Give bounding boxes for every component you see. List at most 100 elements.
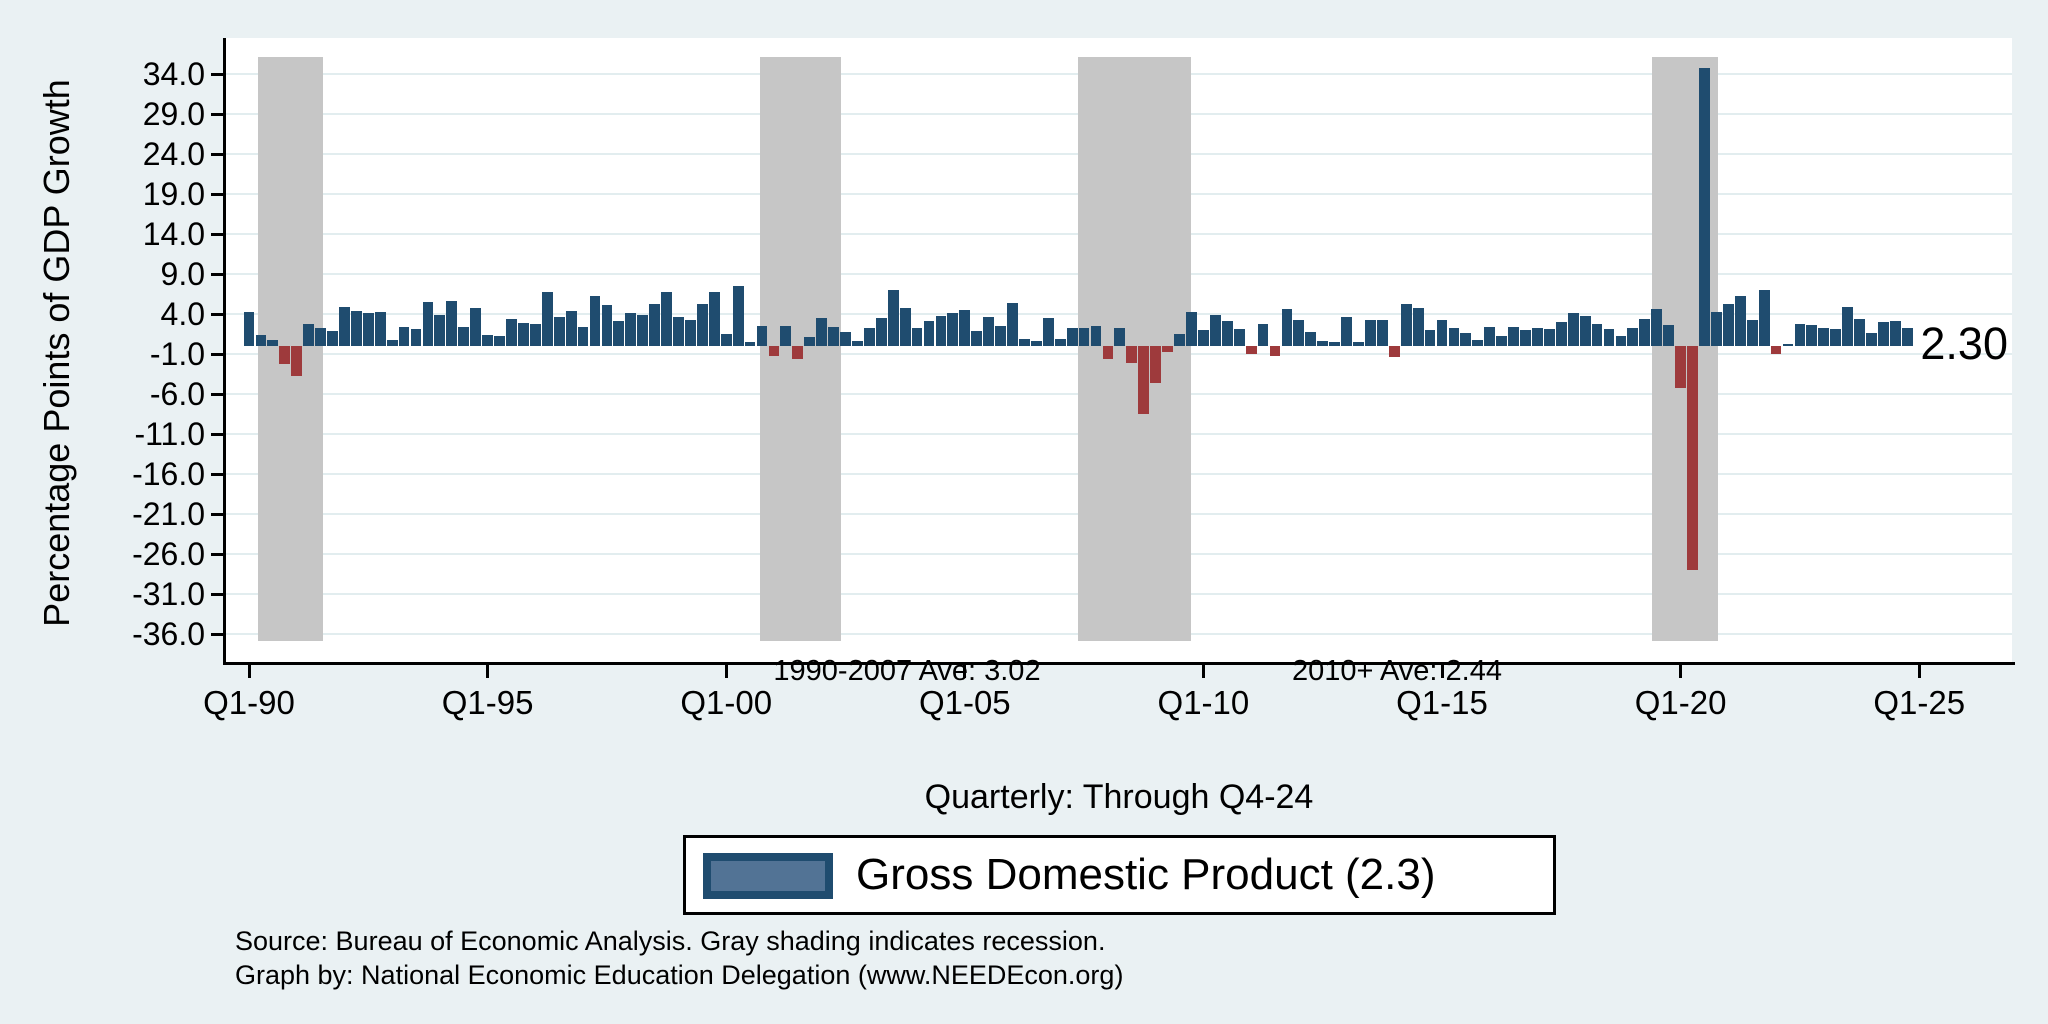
y-tick-label: -16.0 bbox=[132, 456, 205, 492]
gdp-bar bbox=[1722, 304, 1734, 346]
gdp-bar bbox=[1150, 346, 1162, 383]
annotation-1990-2007-average: 1990-2007 Ave: 3.02 bbox=[773, 655, 1041, 687]
gdp-bar bbox=[1806, 325, 1818, 346]
gdp-bar bbox=[1353, 342, 1364, 346]
gdp-bar bbox=[1245, 346, 1257, 354]
gdp-bar bbox=[1830, 329, 1842, 346]
gdp-bar bbox=[279, 346, 291, 365]
gdp-bar bbox=[1233, 329, 1245, 346]
gdp-bar bbox=[1603, 329, 1615, 346]
gdp-bar bbox=[1699, 67, 1710, 346]
gdp-bar bbox=[434, 314, 446, 346]
x-tick-label: Q1-90 bbox=[203, 684, 295, 721]
gdp-bar bbox=[1078, 328, 1090, 346]
gdp-bar bbox=[1496, 336, 1508, 346]
gdp-bar bbox=[1878, 322, 1889, 346]
gdp-bar bbox=[1317, 341, 1329, 346]
gdp-bar bbox=[1639, 318, 1651, 346]
plot-area: 1990-2007 Ave: 3.02 2010+ Ave: 2.44 2.30 bbox=[226, 38, 2012, 687]
gdp-bar bbox=[1066, 327, 1078, 346]
gdp-bar bbox=[923, 321, 935, 346]
x-tick-mark bbox=[1440, 665, 1444, 678]
gdp-bar bbox=[637, 314, 649, 346]
y-tick-label: 24.0 bbox=[142, 136, 205, 172]
gdp-bar bbox=[1520, 330, 1531, 346]
gdp-bar bbox=[1269, 346, 1281, 357]
gdp-bar bbox=[1341, 317, 1352, 346]
gdp-bar bbox=[327, 330, 338, 346]
x-tick-label: Q1-10 bbox=[1157, 684, 1250, 721]
gdp-bar bbox=[1532, 327, 1543, 346]
gdp-bar bbox=[1186, 311, 1197, 346]
x-tick-mark bbox=[963, 665, 967, 678]
gdp-bar bbox=[446, 301, 458, 346]
gdp-bar bbox=[1436, 319, 1448, 346]
gdp-bar bbox=[315, 328, 326, 346]
gdp-bar bbox=[1794, 324, 1806, 346]
y-tick-mark bbox=[211, 73, 224, 76]
gdp-bar bbox=[541, 291, 553, 346]
gdp-bar bbox=[1460, 333, 1472, 346]
gdp-bar bbox=[756, 326, 768, 346]
gdp-bar bbox=[291, 346, 303, 377]
y-tick-label: 34.0 bbox=[142, 56, 205, 92]
gdp-bar bbox=[1579, 315, 1591, 346]
gdp-bar bbox=[696, 303, 708, 346]
gdp-bar bbox=[553, 317, 565, 346]
y-tick-mark bbox=[211, 433, 224, 436]
gdp-bar bbox=[732, 286, 744, 346]
gdp-bar bbox=[1019, 338, 1030, 346]
gdp-bar bbox=[1854, 318, 1865, 346]
gdp-bar bbox=[863, 328, 875, 346]
gdp-bar bbox=[1484, 326, 1496, 346]
gdp-bar bbox=[1281, 309, 1293, 346]
gdp-bar bbox=[386, 340, 398, 346]
gdp-bar bbox=[1591, 324, 1603, 346]
gdp-bar bbox=[1007, 302, 1018, 346]
gdp-bar bbox=[661, 292, 672, 346]
gdp-bar bbox=[1138, 346, 1150, 414]
gdp-bar bbox=[649, 303, 661, 346]
gdp-bar bbox=[1555, 322, 1567, 346]
y-tick-mark bbox=[211, 193, 224, 196]
gdp-bar bbox=[1615, 335, 1627, 346]
legend-label: Gross Domestic Product (2.3) bbox=[856, 850, 1436, 899]
gdp-bar bbox=[1818, 328, 1830, 346]
y-tick-mark bbox=[211, 273, 224, 276]
x-tick-mark bbox=[486, 665, 490, 678]
gdp-bar bbox=[673, 317, 684, 346]
y-tick-label: -31.0 bbox=[132, 576, 205, 612]
gdp-bar bbox=[1090, 326, 1102, 346]
gdp-bar bbox=[1746, 319, 1758, 346]
gdp-bar bbox=[1030, 341, 1042, 346]
gdp-bar bbox=[911, 328, 923, 346]
x-tick-mark bbox=[1679, 665, 1683, 678]
gdp-bar bbox=[374, 312, 386, 346]
y-tick-label: -11.0 bbox=[134, 416, 205, 452]
y-axis-line bbox=[223, 38, 226, 665]
gdp-bar bbox=[744, 342, 756, 346]
gdp-bar bbox=[768, 346, 780, 357]
x-tick-mark bbox=[1917, 665, 1921, 678]
gdp-bar bbox=[1042, 318, 1054, 346]
legend-swatch-gdp bbox=[703, 853, 833, 899]
gdp-bar bbox=[243, 312, 255, 346]
gdp-bar bbox=[1424, 330, 1436, 346]
gdp-bar bbox=[267, 339, 279, 346]
gdp-bar bbox=[1567, 313, 1579, 346]
y-tick-mark bbox=[211, 473, 224, 476]
gdp-bar bbox=[1472, 340, 1484, 346]
y-tick-mark bbox=[211, 633, 224, 636]
recession-band bbox=[257, 57, 323, 641]
gdp-bar bbox=[1114, 327, 1126, 346]
gdp-bar bbox=[589, 296, 601, 346]
y-tick-label: -36.0 bbox=[132, 616, 205, 652]
y-tick-mark bbox=[211, 353, 224, 356]
gdp-bar bbox=[1710, 312, 1722, 346]
gdp-bar bbox=[1782, 343, 1794, 346]
gdp-bar bbox=[506, 318, 517, 346]
gdp-bar bbox=[828, 326, 839, 346]
last-value-label: 2.30 bbox=[1920, 318, 2008, 369]
gdp-bar bbox=[887, 290, 899, 346]
x-tick-label: Q1-15 bbox=[1396, 684, 1488, 721]
